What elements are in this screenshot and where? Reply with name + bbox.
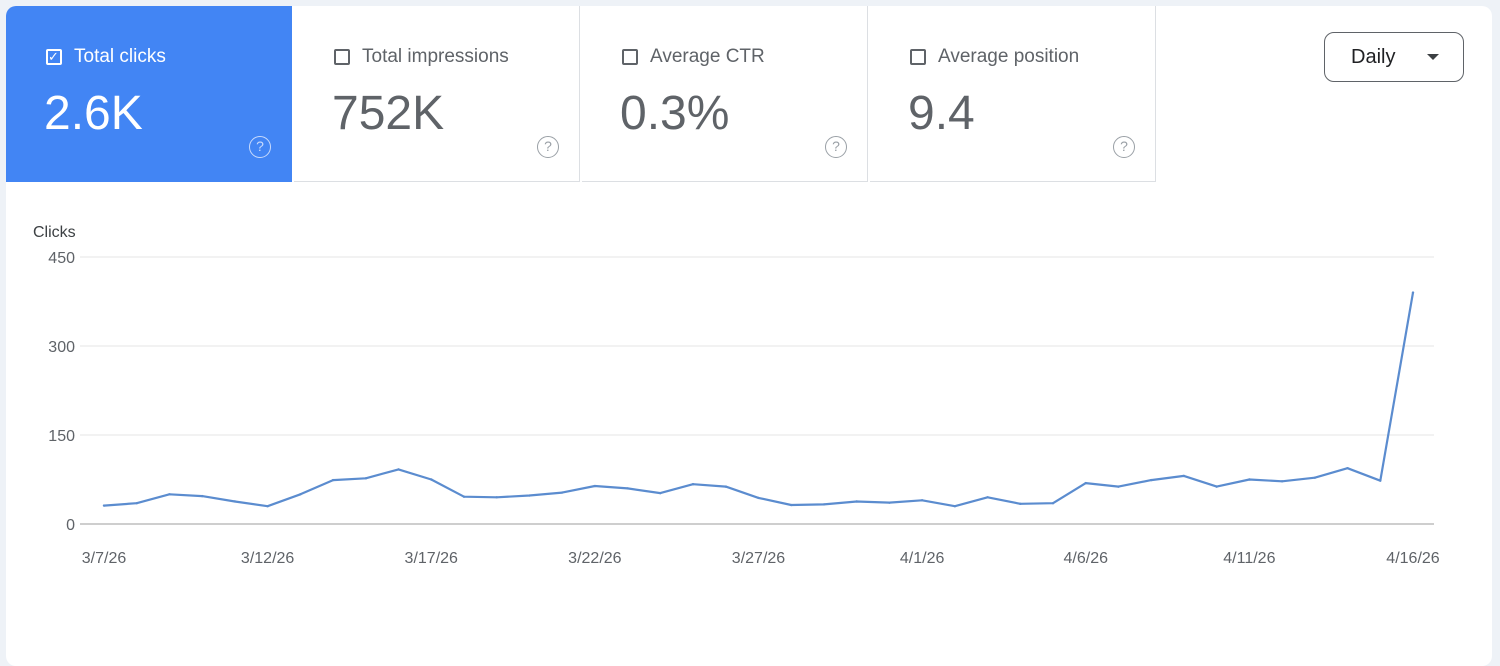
- y-tick-label: 150: [48, 428, 75, 445]
- data-point: [528, 494, 531, 497]
- metric-checkbox[interactable]: ✓: [46, 49, 62, 65]
- data-point: [102, 504, 106, 507]
- granularity-label: Daily: [1351, 45, 1396, 68]
- data-point: [593, 484, 597, 488]
- metric-header: Total impressions: [334, 46, 509, 68]
- data-point: [1150, 478, 1153, 482]
- data-point: [1051, 502, 1055, 505]
- data-point: [1215, 485, 1218, 488]
- data-point: [168, 493, 171, 496]
- data-point: [888, 501, 891, 504]
- metric-label: Total impressions: [362, 46, 509, 67]
- x-tick-label: 4/11/26: [1223, 550, 1275, 567]
- data-point: [1313, 476, 1317, 479]
- clicks-series-line: [103, 292, 1415, 508]
- x-tick-label: 3/12/26: [241, 550, 294, 567]
- y-tick-label: 0: [66, 517, 75, 534]
- data-point: [1411, 291, 1415, 294]
- metric-label: Average CTR: [650, 46, 765, 67]
- data-point: [626, 487, 629, 490]
- data-point: [1280, 480, 1284, 483]
- checkmark-icon: ✓: [48, 49, 59, 64]
- y-axis-label: Clicks: [33, 224, 76, 241]
- data-point: [299, 493, 302, 496]
- metric-value: 0.3%: [620, 87, 730, 140]
- y-tick-label: 450: [48, 250, 75, 267]
- data-point: [135, 502, 138, 505]
- help-circle-icon[interactable]: ?: [825, 136, 847, 158]
- data-point: [462, 495, 466, 498]
- metric-card-0[interactable]: ✓ Total clicks 2.6K?: [6, 6, 292, 182]
- help-circle-icon[interactable]: ?: [249, 136, 271, 158]
- data-point: [1019, 502, 1022, 506]
- metric-card-2[interactable]: Average CTR 0.3%?: [582, 6, 868, 182]
- data-point: [1117, 485, 1120, 488]
- data-point: [1084, 481, 1087, 485]
- x-tick-label: 4/1/26: [900, 550, 945, 567]
- x-tick-label: 3/7/26: [82, 550, 127, 567]
- data-point: [397, 468, 400, 471]
- metric-checkbox[interactable]: [910, 49, 926, 65]
- data-point: [200, 494, 204, 498]
- metric-header: Average CTR: [622, 46, 765, 68]
- data-point: [495, 496, 498, 499]
- metric-header: ✓ Total clicks: [46, 46, 166, 68]
- data-point: [233, 500, 237, 503]
- data-point: [1346, 467, 1349, 470]
- data-point: [266, 505, 269, 508]
- metric-card-1[interactable]: Total impressions 752K?: [294, 6, 580, 182]
- data-point: [1248, 478, 1251, 481]
- help-circle-icon[interactable]: ?: [1113, 136, 1135, 158]
- metric-card-3[interactable]: Average position 9.4?: [870, 6, 1156, 182]
- data-point: [855, 500, 858, 503]
- data-point: [757, 496, 760, 500]
- x-tick-label: 4/6/26: [1064, 550, 1109, 567]
- metric-label: Total clicks: [74, 46, 166, 67]
- data-point: [724, 485, 727, 488]
- data-point: [1182, 474, 1186, 478]
- data-point: [364, 477, 367, 480]
- caret-down-icon: [1427, 54, 1439, 60]
- metric-value: 9.4: [908, 87, 975, 140]
- metric-header: Average position: [910, 46, 1079, 68]
- data-point: [790, 503, 793, 507]
- x-tick-label: 3/22/26: [568, 550, 621, 567]
- data-point: [822, 503, 826, 506]
- data-point: [659, 491, 662, 495]
- data-point: [953, 505, 957, 508]
- granularity-dropdown[interactable]: Daily: [1324, 32, 1464, 82]
- data-point: [1379, 479, 1382, 482]
- data-point: [560, 491, 564, 494]
- metric-label: Average position: [938, 46, 1080, 67]
- metric-checkbox[interactable]: [334, 49, 350, 65]
- y-tick-label: 300: [48, 339, 75, 356]
- data-point: [691, 483, 695, 486]
- data-point: [430, 478, 433, 481]
- metric-value: 2.6K: [44, 87, 143, 140]
- metric-checkbox[interactable]: [622, 49, 638, 65]
- data-point: [920, 499, 924, 502]
- x-tick-label: 4/16/26: [1386, 550, 1439, 567]
- data-point: [986, 496, 989, 499]
- metric-value: 752K: [332, 87, 445, 140]
- x-tick-label: 3/27/26: [732, 550, 785, 567]
- help-circle-icon[interactable]: ?: [537, 136, 559, 158]
- data-point: [331, 478, 335, 482]
- x-tick-label: 3/17/26: [405, 550, 458, 567]
- performance-panel: ✓ Total clicks 2.6K? Total impressions 752K?…: [6, 6, 1492, 666]
